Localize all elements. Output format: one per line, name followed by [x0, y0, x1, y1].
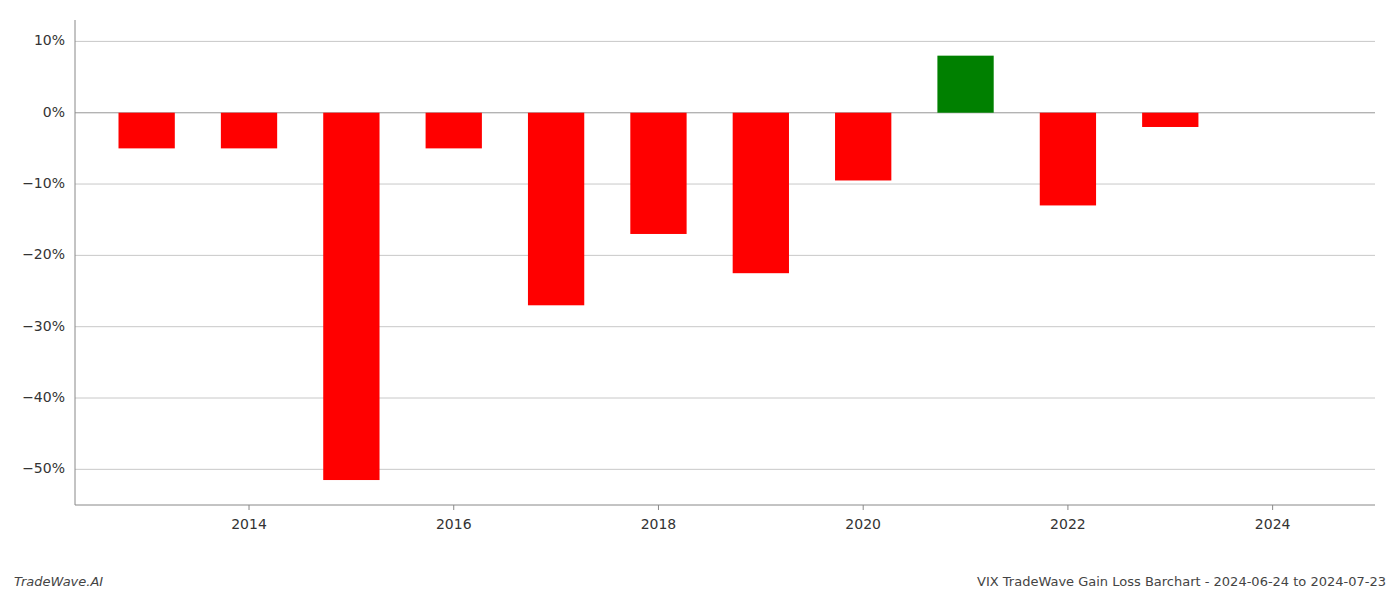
- y-tick-label: −50%: [22, 460, 65, 476]
- x-tick-label: 2016: [436, 516, 472, 532]
- x-tick: [453, 505, 454, 510]
- x-tick: [1272, 505, 1273, 510]
- bar: [323, 113, 379, 480]
- grid-line: [75, 255, 1375, 256]
- bar: [630, 113, 686, 234]
- x-tick: [249, 505, 250, 510]
- chart: 10% 0% −10% −20% −30% −40% −50% 2014 2016 2018 202…: [0, 0, 1400, 600]
- y-tick-label: −30%: [22, 318, 65, 334]
- x-tick-label: 2022: [1050, 516, 1086, 532]
- bar: [119, 113, 175, 149]
- y-tick-label: −10%: [22, 175, 65, 191]
- x-tick-label: 2024: [1255, 516, 1291, 532]
- x-tick-label: 2018: [641, 516, 677, 532]
- y-axis-line: [75, 20, 76, 505]
- x-tick: [1067, 505, 1068, 510]
- y-tick-label: −20%: [22, 246, 65, 262]
- watermark: TradeWave.AI: [14, 574, 103, 589]
- bar: [1040, 113, 1096, 206]
- grid-line: [75, 398, 1375, 399]
- y-tick-label: −40%: [22, 389, 65, 405]
- grid-line: [75, 184, 1375, 185]
- bar: [835, 113, 891, 181]
- grid-line: [75, 469, 1375, 470]
- x-axis-line: [75, 505, 1375, 506]
- y-tick-label: 10%: [34, 32, 65, 48]
- bar: [937, 56, 993, 113]
- bar: [426, 113, 482, 149]
- grid: [75, 41, 1375, 469]
- x-tick: [863, 505, 864, 510]
- bar: [733, 113, 789, 273]
- title: VIX TradeWave Gain Loss Barchart - 2024-…: [977, 574, 1386, 589]
- axes: 10% 0% −10% −20% −30% −40% −50% 2014 2016 2018 202…: [22, 20, 1375, 532]
- x-tick: [658, 505, 659, 510]
- grid-line: [75, 41, 1375, 42]
- bar: [1142, 113, 1198, 127]
- bar: [528, 113, 584, 306]
- x-tick-label: 2014: [231, 516, 267, 532]
- y-tick-label: 0%: [43, 104, 65, 120]
- bar: [221, 113, 277, 149]
- grid-line: [75, 326, 1375, 327]
- bars: [119, 56, 1199, 480]
- x-tick-label: 2020: [845, 516, 881, 532]
